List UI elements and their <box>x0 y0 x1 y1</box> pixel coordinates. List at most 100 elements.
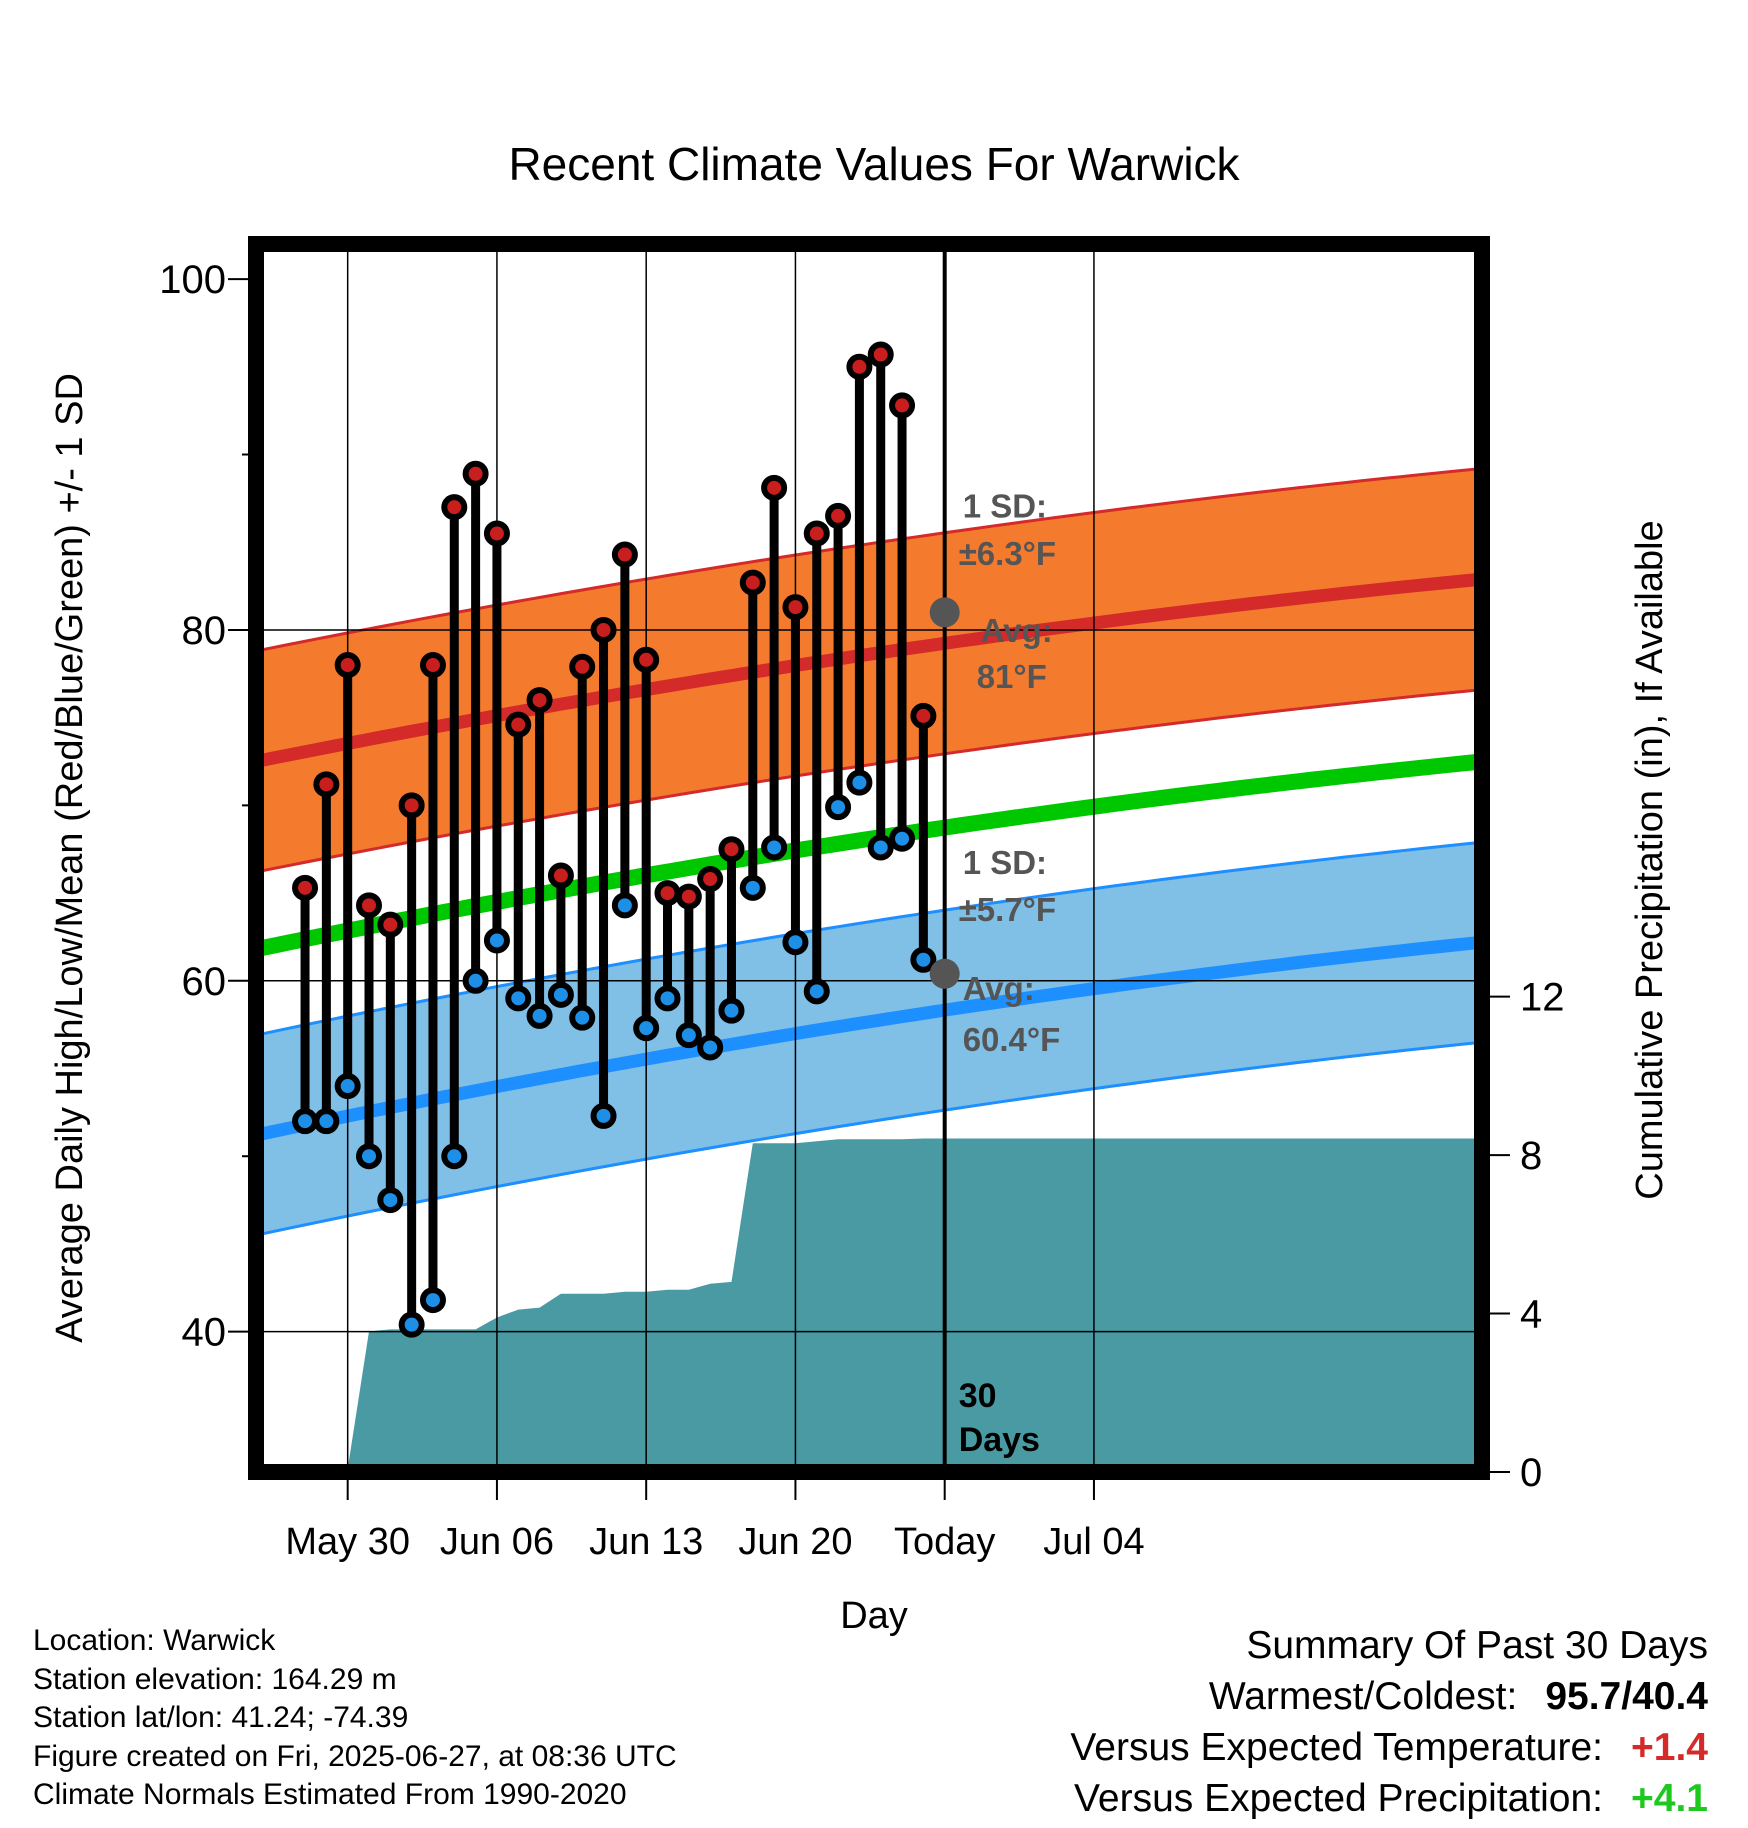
low-avg-value: 60.4°F <box>963 1021 1061 1058</box>
today-high-avg-marker <box>929 597 960 628</box>
high-point <box>633 646 660 673</box>
summary-precip-row: Versus Expected Precipitation: +4.1 <box>1070 1773 1708 1824</box>
latlon-text: Station lat/lon: 41.24; -74.39 <box>33 1701 409 1734</box>
low-point <box>356 1143 383 1170</box>
low-point <box>935 0 955 10</box>
low-point <box>718 997 745 1024</box>
y2-tick-label: 12 <box>1520 976 1565 1020</box>
x-tick-label: Jun 20 <box>738 1521 852 1563</box>
high-point <box>611 541 638 568</box>
low-sd-value: ±5.7°F <box>959 891 1056 928</box>
high-point <box>889 392 916 419</box>
warmest-value: 95.7/40.4 <box>1545 1675 1708 1718</box>
y-tick-label: 100 <box>159 258 226 302</box>
y-tick-label: 60 <box>182 960 227 1004</box>
high-point <box>398 792 425 819</box>
low-sd-label: 1 SD: <box>963 844 1047 881</box>
temp-value: +1.4 <box>1631 1726 1708 1769</box>
low-point <box>675 1022 702 1049</box>
y2-tick-label: 0 <box>1520 1451 1542 1495</box>
normals-text: Climate Normals Estimated From 1990-2020 <box>33 1778 627 1811</box>
low-point <box>825 794 852 821</box>
low-point <box>419 1287 446 1314</box>
high-point <box>718 836 745 863</box>
precip-area <box>256 1138 1482 1472</box>
normal-high-upper-edge <box>256 467 1482 653</box>
high-point <box>697 866 724 893</box>
elevation-text: Station elevation: 164.29 m <box>33 1662 397 1696</box>
high-point <box>483 520 510 547</box>
low-point <box>633 1015 660 1042</box>
high-point <box>825 502 852 529</box>
normal-low-band <box>256 842 1482 1236</box>
normal-low-line <box>256 935 1482 1142</box>
high-sd-label: 1 SD: <box>963 488 1047 525</box>
high-point <box>377 911 404 938</box>
y2-tick-label: 4 <box>1520 1293 1542 1337</box>
low-point <box>398 1311 425 1338</box>
temp-label: Versus Expected Temperature: <box>1070 1726 1603 1769</box>
low-point <box>505 985 532 1012</box>
high-point <box>846 353 873 380</box>
high-point <box>761 474 788 501</box>
high-avg-value: 81°F <box>977 658 1047 695</box>
today-low-avg-marker <box>929 958 960 989</box>
low-point <box>377 1187 404 1214</box>
low-point <box>782 929 809 956</box>
high-point <box>910 702 937 729</box>
precip-value: +4.1 <box>1631 1777 1708 1820</box>
low-point <box>739 874 766 901</box>
plot-frame <box>248 236 1490 1480</box>
high-point <box>441 494 468 521</box>
low-point <box>547 981 574 1008</box>
summary-warmest-row: Warmest/Coldest: 95.7/40.4 <box>1070 1671 1708 1722</box>
low-point <box>569 1004 596 1031</box>
high-point <box>675 883 702 910</box>
y-axis-title: Average Daily High/Low/Mean (Red/Blue/Gr… <box>49 373 91 1343</box>
low-point <box>697 1034 724 1061</box>
x-tick-label: Today <box>894 1521 995 1563</box>
normal-mean-line <box>256 753 1482 958</box>
x-tick-label: May 30 <box>285 1521 410 1563</box>
low-point <box>441 1143 468 1170</box>
x-tick-label: Jul 04 <box>1043 1521 1144 1563</box>
low-point <box>846 769 873 796</box>
high-point <box>590 616 617 643</box>
high-sd-value: ±6.3°F <box>959 535 1056 572</box>
high-point <box>782 594 809 621</box>
high-point <box>526 687 553 714</box>
low-point <box>910 946 937 973</box>
normal-high-lower-edge <box>256 688 1482 874</box>
high-point <box>462 460 489 487</box>
low-point <box>292 1108 319 1135</box>
x-axis-title: Day <box>840 1595 908 1637</box>
station-metadata: Location: Warwick Station elevation: 164… <box>33 1622 677 1815</box>
high-point <box>803 520 830 547</box>
low-point <box>867 834 894 861</box>
high-point <box>867 341 894 368</box>
y2-axis-title: Cumulative Precipitation (in), If Availa… <box>1629 520 1671 1199</box>
normal-low-lower-edge <box>256 1040 1482 1237</box>
x-tick-label: Jun 06 <box>440 1521 554 1563</box>
normal-high-line <box>256 572 1482 768</box>
warmest-label: Warmest/Coldest: <box>1208 1675 1518 1718</box>
y-tick-label: 80 <box>182 609 227 653</box>
low-point <box>611 892 638 919</box>
y2-tick-label: 8 <box>1520 1134 1542 1178</box>
high-avg-label: Avg: <box>981 612 1053 649</box>
summary-temp-row: Versus Expected Temperature: +1.4 <box>1070 1722 1708 1773</box>
summary-panel: Summary Of Past 30 Days Warmest/Coldest:… <box>1070 1620 1708 1824</box>
chart-title: Recent Climate Values For Warwick <box>508 138 1240 190</box>
plot-area <box>256 0 1482 1472</box>
low-point <box>761 834 788 861</box>
today-days-label: Days <box>959 1421 1040 1459</box>
low-point <box>483 927 510 954</box>
precip-label: Versus Expected Precipitation: <box>1074 1777 1603 1820</box>
high-point <box>292 874 319 901</box>
normal-high-band <box>256 468 1482 872</box>
high-point <box>419 652 446 679</box>
created-text: Figure created on Fri, 2025-06-27, at 08… <box>33 1739 677 1773</box>
high-point <box>935 0 955 10</box>
high-point <box>313 771 340 798</box>
